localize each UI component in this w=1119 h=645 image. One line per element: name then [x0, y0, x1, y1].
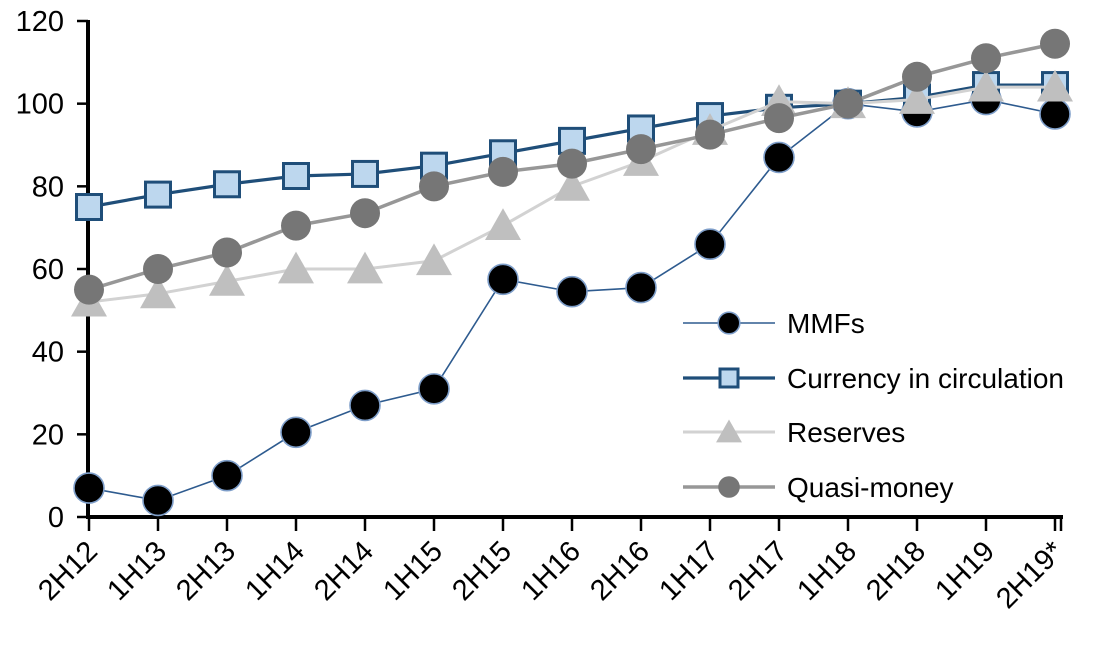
circle-marker-quasi-money-1h18	[833, 88, 863, 119]
x-tick-label: 2H18	[860, 535, 932, 607]
triangle-marker-reserves-2h18	[899, 82, 935, 114]
x-tick-label: 1H18	[791, 535, 863, 607]
x-tick-label: 2H19*	[990, 535, 1070, 615]
x-tick-label: 1H13	[101, 535, 173, 607]
x-tick-label: 2H17	[722, 535, 794, 607]
circle-marker-quasi-money-1h14	[281, 210, 311, 241]
circle-marker-mmfs-2h17	[763, 141, 795, 174]
square-marker-currency-in-circulation-1h14	[282, 162, 310, 190]
circle-marker-mmfs-1h15	[418, 373, 450, 405]
circle-marker-quasi-money-1h17	[695, 119, 725, 150]
circle-marker-quasi-money-1h13	[143, 254, 173, 284]
square-marker-currency-in-circulation-1h13	[144, 180, 172, 209]
circle-marker-mmfs-2h14	[349, 389, 381, 422]
triangle-marker-reserves-2h14	[347, 251, 383, 284]
triangle-marker-reserves-1h19	[968, 69, 1004, 102]
circle-marker-mmfs-2h12	[73, 472, 105, 504]
circle-marker-legend-mmfs	[717, 311, 741, 335]
circle-marker-quasi-money-2h17	[764, 103, 794, 134]
x-tick-label: 1H19	[929, 535, 1001, 607]
square-marker-currency-in-circulation-2h13	[213, 170, 241, 199]
circle-marker-quasi-money-2h13	[212, 237, 242, 268]
legend-item-reserves: Reserves	[683, 417, 905, 448]
legend-label-mmfs: MMFs	[787, 308, 865, 339]
y-tick-label: 40	[32, 337, 64, 369]
triangle-marker-reserves-1h15	[416, 243, 452, 276]
x-tick-label: 1H17	[653, 535, 725, 607]
circle-marker-legend-quasi-money	[718, 476, 740, 498]
y-tick-label: 60	[32, 254, 64, 286]
circle-marker-quasi-money-2h14	[350, 198, 380, 229]
legend-label-quasi-money: Quasi-money	[787, 472, 954, 503]
x-tick-label: 1H14	[239, 535, 311, 607]
y-tick-label: 120	[16, 6, 64, 38]
legend-item-quasi-money: Quasi-money	[683, 472, 954, 503]
x-tick-label: 2H16	[584, 535, 656, 607]
triangle-marker-reserves-1h16	[554, 168, 590, 201]
circle-marker-quasi-money-2h16	[626, 134, 656, 165]
series-quasi-money	[74, 28, 1070, 305]
legend-item-mmfs: MMFs	[683, 308, 865, 339]
square-marker-currency-in-circulation-2h12	[75, 193, 103, 221]
series-mmfs	[73, 83, 1071, 517]
circle-marker-quasi-money-2h18	[902, 61, 932, 92]
circle-marker-mmfs-2h16	[625, 271, 657, 304]
triangle-marker-reserves-1h13	[140, 276, 176, 309]
y-tick-label: 0	[48, 502, 64, 534]
y-tick-label: 20	[32, 419, 64, 451]
square-marker-currency-in-circulation-2h14	[351, 159, 379, 188]
legend: MMFs Currency in circulation Reserves Quasi…	[683, 308, 1064, 503]
circle-marker-quasi-money-2h15	[488, 156, 518, 187]
square-marker-legend-currency-in-circulation	[718, 367, 740, 389]
circle-marker-mmfs-1h14	[280, 416, 312, 449]
circle-marker-mmfs-1h13	[142, 484, 174, 517]
circle-marker-mmfs-2h19	[1039, 98, 1071, 130]
x-tick-label: 2H13	[170, 535, 242, 607]
circle-marker-mmfs-2h15	[487, 263, 519, 296]
triangle-marker-reserves-2h19	[1037, 69, 1073, 102]
triangle-marker-legend-reserves	[716, 419, 742, 443]
triangle-marker-reserves-2h15	[485, 208, 521, 240]
x-tick-label: 2H14	[308, 535, 380, 607]
circle-marker-mmfs-2h13	[211, 459, 243, 492]
triangle-marker-reserves-1h14	[278, 251, 314, 284]
circle-marker-mmfs-1h17	[694, 228, 726, 260]
circle-marker-quasi-money-2h19	[1040, 28, 1070, 59]
x-tick-label: 1H16	[515, 535, 587, 607]
legend-item-currency-in-circulation: Currency in circulation	[683, 363, 1064, 394]
circle-marker-quasi-money-1h15	[419, 171, 449, 202]
circle-marker-quasi-money-1h19	[971, 43, 1001, 74]
circle-marker-quasi-money-2h12	[74, 274, 104, 305]
triangle-marker-reserves-2h13	[209, 264, 245, 296]
y-tick-label: 80	[32, 171, 64, 203]
x-tick-label: 2H12	[32, 535, 104, 607]
y-tick-label: 100	[16, 89, 64, 121]
legend-label-reserves: Reserves	[787, 417, 905, 448]
circle-marker-quasi-money-1h16	[557, 148, 587, 179]
circle-marker-mmfs-1h16	[556, 275, 588, 308]
x-tick-label: 2H15	[446, 535, 518, 607]
x-tick-label: 1H15	[377, 535, 449, 607]
legend-label-currency-in-circulation: Currency in circulation	[787, 363, 1064, 394]
